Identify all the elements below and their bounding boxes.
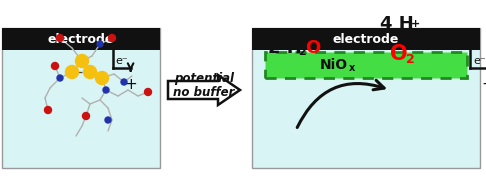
Text: NiO: NiO — [320, 58, 348, 72]
Text: +: + — [124, 77, 137, 92]
Text: x: x — [349, 63, 355, 73]
Text: O: O — [390, 44, 408, 64]
Bar — [2, 28, 160, 50]
Text: potential: potential — [174, 72, 234, 84]
Circle shape — [56, 34, 64, 42]
Circle shape — [103, 87, 109, 93]
Text: electrode: electrode — [48, 33, 114, 45]
Circle shape — [83, 113, 89, 120]
Bar — [265, 52, 467, 78]
Text: +: + — [482, 77, 486, 92]
Text: e⁻: e⁻ — [473, 56, 486, 66]
Bar — [252, 28, 480, 168]
Circle shape — [57, 75, 63, 81]
Circle shape — [45, 106, 52, 113]
Circle shape — [108, 34, 116, 42]
Circle shape — [52, 63, 58, 70]
Circle shape — [121, 79, 127, 85]
Text: electrode: electrode — [333, 33, 399, 45]
Text: 2: 2 — [406, 53, 415, 65]
Text: O: O — [305, 39, 320, 57]
Circle shape — [105, 117, 111, 123]
Circle shape — [97, 41, 103, 47]
Text: 2 H: 2 H — [268, 39, 302, 57]
Circle shape — [96, 72, 108, 84]
Bar — [2, 28, 160, 168]
Text: no buffer: no buffer — [174, 85, 235, 99]
Polygon shape — [168, 75, 240, 105]
Circle shape — [75, 54, 88, 67]
Text: e⁻: e⁻ — [116, 56, 128, 66]
Circle shape — [144, 89, 152, 95]
Circle shape — [66, 65, 79, 79]
Text: +: + — [411, 19, 420, 29]
Bar — [252, 28, 480, 50]
Circle shape — [84, 65, 97, 79]
Text: 2: 2 — [298, 47, 306, 57]
Text: 4 H: 4 H — [380, 15, 414, 33]
